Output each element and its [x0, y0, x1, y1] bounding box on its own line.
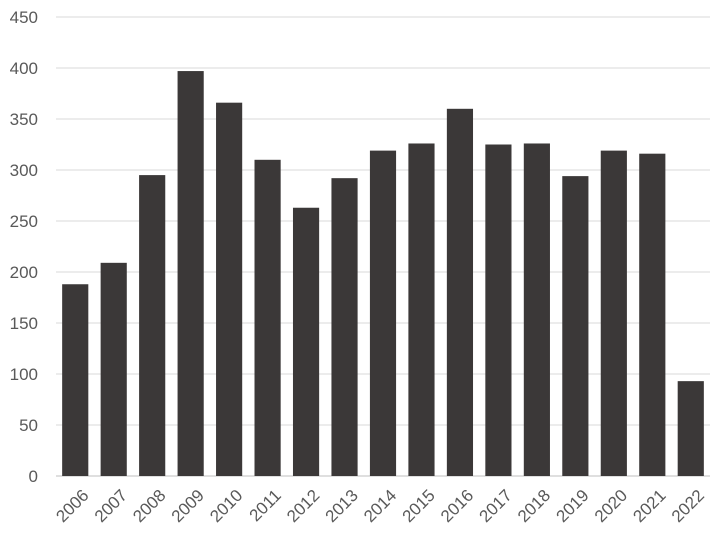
y-tick-label: 200	[10, 263, 38, 282]
y-tick-label: 100	[10, 365, 38, 384]
y-tick-label: 250	[10, 212, 38, 231]
bar-2013	[331, 178, 358, 476]
bar-2020	[600, 150, 627, 476]
bar-2015	[408, 143, 435, 477]
x-tick-label: 2006	[52, 486, 92, 526]
x-tick-label: 2017	[476, 486, 516, 526]
x-tick-label: 2011	[246, 486, 285, 525]
bar-2018	[523, 143, 550, 477]
bar-2017	[485, 144, 512, 476]
bar-2022	[677, 381, 704, 476]
x-tick-label: 2007	[91, 486, 131, 526]
x-tick-label: 2013	[322, 486, 362, 526]
y-tick-label: 150	[10, 314, 38, 333]
x-tick-label: 2018	[514, 486, 554, 526]
bar-2009	[177, 71, 204, 476]
bar-2019	[562, 176, 589, 476]
x-tick-label: 2009	[168, 486, 208, 526]
x-tick-label: 2021	[629, 486, 669, 526]
x-tick-label: 2016	[437, 486, 477, 526]
x-tick-label: 2010	[206, 486, 246, 526]
x-tick-label: 2008	[129, 486, 169, 526]
x-tick-label: 2015	[399, 486, 439, 526]
x-tick-label: 2022	[668, 486, 708, 526]
y-tick-label: 0	[29, 467, 38, 486]
bar-2008	[139, 175, 166, 476]
bar-2011	[254, 159, 281, 477]
bar-2016	[446, 108, 474, 477]
x-tick-label: 2014	[360, 486, 400, 526]
bar-2006	[62, 284, 89, 476]
bar-2021	[639, 153, 666, 476]
y-tick-label: 300	[10, 161, 38, 180]
y-tick-label: 350	[10, 110, 38, 129]
bars	[62, 71, 704, 477]
x-tick-label: 2020	[591, 486, 631, 526]
x-tick-label: 2012	[283, 486, 323, 526]
y-tick-label: 50	[19, 416, 38, 435]
y-tick-label: 400	[10, 59, 38, 78]
bar-2014	[369, 150, 397, 476]
bar-2007	[100, 262, 127, 476]
bar-2010	[216, 102, 243, 477]
bar-2012	[292, 207, 320, 477]
y-axis: 0 50 100 150 200 250 300 350 400 450	[10, 8, 38, 486]
y-tick-label: 450	[10, 8, 38, 27]
x-tick-label: 2019	[552, 486, 592, 526]
